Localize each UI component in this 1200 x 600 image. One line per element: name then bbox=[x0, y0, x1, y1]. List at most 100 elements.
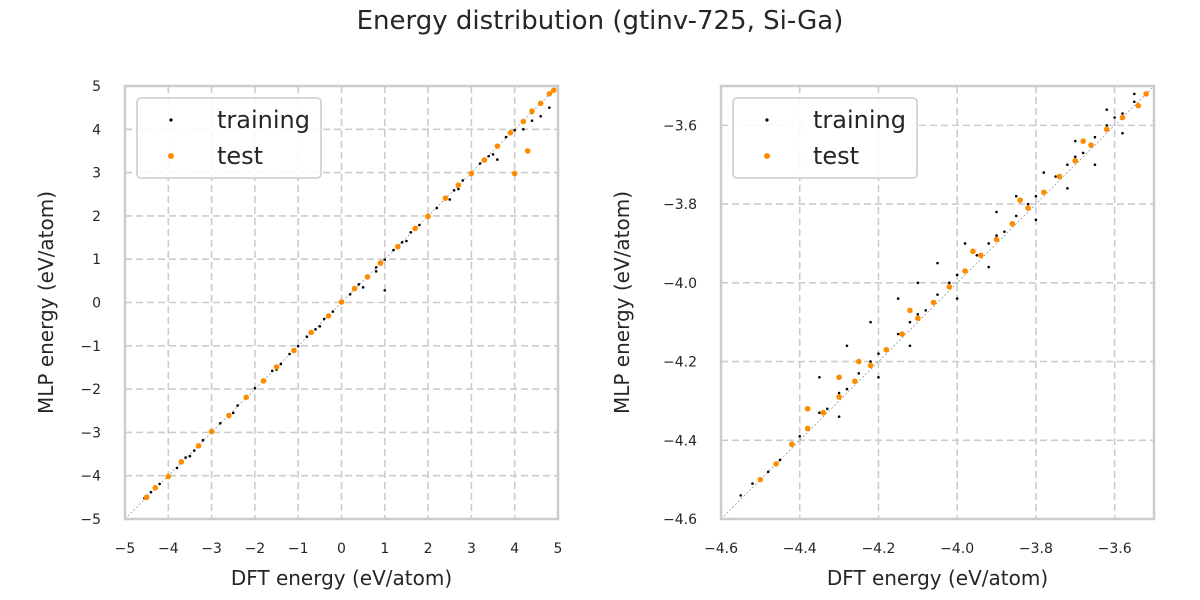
training-point bbox=[1066, 163, 1069, 167]
training-point bbox=[236, 404, 239, 407]
training-point bbox=[739, 494, 742, 497]
test-point bbox=[1119, 114, 1126, 121]
training-point bbox=[452, 189, 456, 192]
training-point bbox=[530, 119, 534, 122]
training-point bbox=[400, 241, 404, 244]
test-point bbox=[836, 374, 842, 381]
y-tick-label: −2 bbox=[80, 382, 101, 398]
legend: training test bbox=[136, 97, 322, 179]
training-point bbox=[975, 253, 979, 257]
y-tick-label: −3 bbox=[80, 425, 101, 441]
test-point bbox=[442, 195, 449, 201]
axis-frame bbox=[719, 84, 1156, 521]
x-tick-label: 4 bbox=[510, 541, 519, 557]
legend-marker-training bbox=[765, 118, 769, 122]
y-tick-label: −4.6 bbox=[663, 512, 697, 528]
training-point bbox=[995, 234, 998, 237]
y-tick-label: 1 bbox=[92, 252, 101, 268]
training-point bbox=[461, 179, 465, 182]
training-point bbox=[948, 281, 951, 285]
test-point bbox=[511, 170, 518, 177]
training-point bbox=[869, 360, 872, 363]
training-point bbox=[955, 297, 959, 300]
legend: training test bbox=[732, 97, 918, 179]
training-point bbox=[409, 231, 413, 234]
training-point bbox=[936, 261, 939, 265]
training-point bbox=[818, 375, 821, 379]
test-point bbox=[455, 182, 462, 188]
x-tick-label: −4.4 bbox=[783, 541, 817, 557]
training-point bbox=[1105, 124, 1109, 127]
training-point bbox=[383, 258, 387, 261]
test-point bbox=[1088, 142, 1094, 148]
test-point bbox=[481, 157, 488, 163]
test-point bbox=[524, 148, 531, 154]
y-axis-label: MLP energy (eV/atom) bbox=[34, 191, 58, 414]
training-point bbox=[924, 309, 927, 312]
test-point bbox=[178, 459, 185, 465]
x-tick-label: −3.8 bbox=[1019, 541, 1053, 557]
test-point bbox=[867, 362, 874, 369]
training-point bbox=[877, 375, 880, 379]
y-tick-label: 5 bbox=[92, 79, 101, 95]
test-point bbox=[1072, 157, 1079, 164]
training-point bbox=[1003, 230, 1006, 233]
training-point bbox=[1054, 175, 1057, 178]
test-point bbox=[208, 428, 215, 435]
test-point bbox=[143, 494, 150, 501]
legend-label-test: test bbox=[217, 142, 263, 170]
training-point bbox=[778, 458, 782, 462]
test-point bbox=[930, 299, 937, 306]
test-point bbox=[152, 485, 159, 491]
test-point bbox=[546, 90, 553, 97]
test-point bbox=[804, 425, 811, 432]
test-point bbox=[993, 236, 1000, 243]
test-point bbox=[804, 405, 811, 412]
training-point bbox=[149, 490, 153, 494]
test-point bbox=[529, 108, 535, 114]
test-point bbox=[325, 313, 332, 319]
scatter-panel-2: −4.6 −4.4 −4.2 −4.0 −3.8 −3.6 −4.6 −4.4 −4.2 −4.0… bbox=[610, 84, 1156, 590]
axis-frame bbox=[123, 84, 560, 521]
test-point bbox=[494, 143, 501, 149]
test-point bbox=[351, 285, 358, 292]
training-point bbox=[869, 320, 872, 324]
series-test bbox=[757, 91, 1149, 483]
training-point bbox=[496, 158, 499, 161]
x-tick-label: 1 bbox=[380, 541, 389, 557]
training-point bbox=[504, 135, 508, 139]
training-point bbox=[1073, 155, 1077, 159]
y-tick-label: 0 bbox=[92, 296, 101, 312]
training-point bbox=[288, 352, 291, 356]
test-point bbox=[165, 473, 172, 480]
x-tick-label: 5 bbox=[554, 541, 563, 557]
training-point bbox=[548, 106, 551, 109]
figure-title: Energy distribution (gtinv-725, Si-Ga) bbox=[356, 6, 844, 36]
x-tick-label: −1 bbox=[288, 541, 309, 557]
test-point bbox=[243, 394, 250, 401]
test-point bbox=[338, 299, 345, 305]
test-point bbox=[520, 118, 527, 125]
test-point bbox=[550, 87, 557, 94]
y-tick-label: 3 bbox=[92, 166, 101, 182]
training-point bbox=[522, 128, 525, 131]
training-point bbox=[987, 265, 990, 269]
test-point bbox=[507, 129, 514, 136]
training-point bbox=[1042, 171, 1046, 174]
legend-label-training: training bbox=[813, 106, 906, 134]
training-point bbox=[491, 153, 495, 156]
training-point bbox=[1014, 194, 1018, 198]
training-point bbox=[231, 411, 235, 415]
training-point bbox=[478, 162, 482, 165]
test-point bbox=[412, 225, 418, 232]
training-point bbox=[418, 223, 421, 227]
test-point bbox=[946, 283, 953, 290]
training-point bbox=[253, 386, 257, 390]
training-point bbox=[1073, 139, 1077, 143]
scatter-panel-1: −5 −4 −3 −2 −1 0 1 2 3 4 5 −5 −4 −3 −2 −1 0 1 2 3 4 5 DFT ener… bbox=[34, 79, 562, 590]
training-point bbox=[896, 332, 900, 336]
training-point bbox=[837, 415, 841, 418]
y-tick-label: −4 bbox=[80, 469, 101, 485]
test-point bbox=[226, 412, 232, 419]
